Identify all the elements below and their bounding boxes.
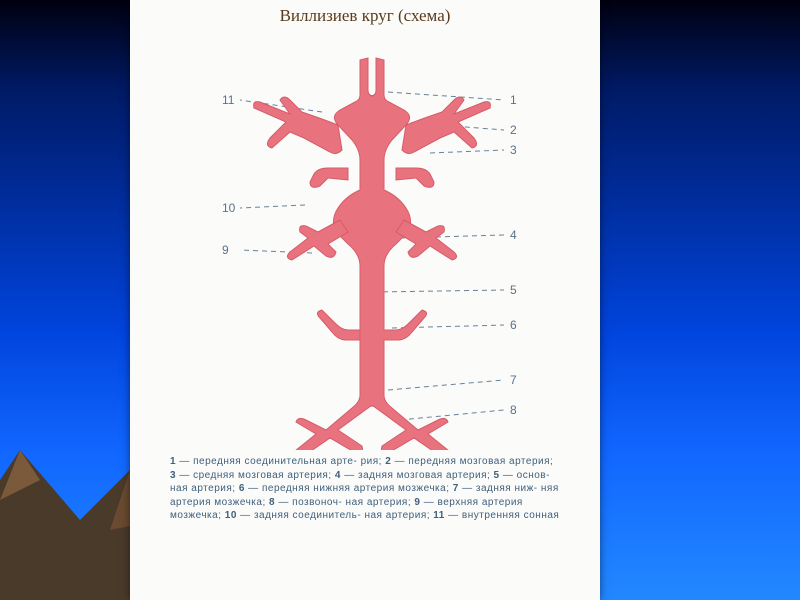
pointer-label-6: 6 bbox=[510, 318, 517, 332]
pointer-label-11: 11 bbox=[222, 93, 235, 107]
diagram-title: Виллизиев круг (схема) bbox=[130, 6, 600, 26]
pointer-label-9: 9 bbox=[222, 243, 229, 257]
legend-block: 1 — передняя соединительная арте- рия; 2… bbox=[170, 455, 560, 523]
pointer-label-10: 10 bbox=[222, 201, 236, 215]
pointer-label-2: 2 bbox=[510, 123, 517, 137]
artery-diagram: 1 2 3 4 5 6 7 8 9 10 11 bbox=[130, 40, 600, 450]
pointer-label-4: 4 bbox=[510, 228, 517, 242]
pointer-label-7: 7 bbox=[510, 373, 517, 387]
pointer-label-3: 3 bbox=[510, 143, 517, 157]
document-page: Виллизиев круг (схема) 1 2 3 4 5 6 7 8 9 10 11 1 —… bbox=[130, 0, 600, 600]
pointer-label-8: 8 bbox=[510, 403, 517, 417]
pointer-label-5: 5 bbox=[510, 283, 517, 297]
pointer-label-1: 1 bbox=[510, 93, 517, 107]
slide-stage: Виллизиев круг (схема) 1 2 3 4 5 6 7 8 9 10 11 1 —… bbox=[0, 0, 800, 600]
